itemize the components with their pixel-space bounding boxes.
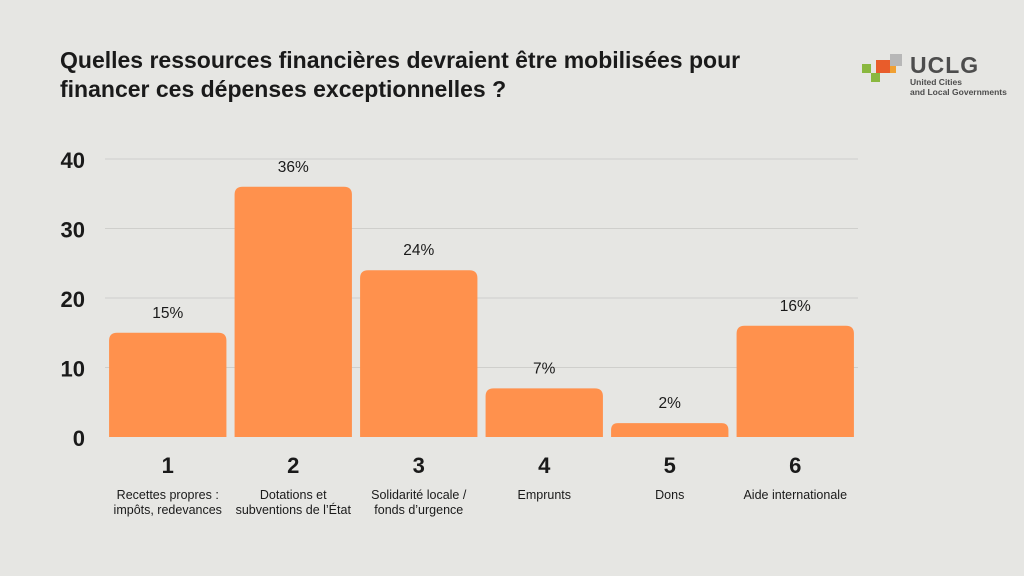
data-label-3: 24% xyxy=(403,242,434,259)
gridlines xyxy=(105,158,858,368)
uclg-logo-icon xyxy=(862,54,902,82)
category-description-5: Dons xyxy=(655,488,685,502)
uclg-logo: UCLG United Cities and Local Governments xyxy=(862,52,1012,100)
y-tick-label-2: 20 xyxy=(61,287,85,312)
category-description-3: Solidarité locale / fonds d’urgence xyxy=(371,488,467,517)
bar-4 xyxy=(485,388,603,437)
x-tick-label-4: 4 xyxy=(538,453,551,478)
data-label-6: 16% xyxy=(780,298,811,315)
bar-3 xyxy=(360,270,478,437)
x-tick-label-1: 1 xyxy=(162,453,174,478)
logo-tagline-line1: United Cities xyxy=(910,77,962,87)
bar-1 xyxy=(109,332,227,437)
logo-tagline: United Cities and Local Governments xyxy=(910,77,1020,97)
y-tick-label-4: 40 xyxy=(61,148,85,173)
x-tick-label-3: 3 xyxy=(413,453,425,478)
category-description-4: Emprunts xyxy=(517,488,572,502)
category-description-1: Recettes propres : impôts, redevances xyxy=(113,488,222,517)
category-description-6: Aide internationale xyxy=(743,488,848,502)
data-labels: 15% 36% 24% 7% 2% 16% xyxy=(152,159,811,412)
y-tick-label-1: 10 xyxy=(61,357,85,382)
x-axis: 1 2 3 4 5 6 xyxy=(162,453,802,478)
data-label-4: 7% xyxy=(533,360,556,377)
data-label-5: 2% xyxy=(659,395,682,412)
logo-tagline-line2: and Local Governments xyxy=(910,87,1007,97)
data-label-1: 15% xyxy=(152,305,183,322)
category-description-2: Dotations et subventions de l’État xyxy=(235,488,351,517)
x-tick-label-6: 6 xyxy=(789,453,801,478)
y-tick-label-0: 0 xyxy=(73,426,85,451)
data-label-2: 36% xyxy=(278,159,309,176)
y-axis: 0 10 20 30 40 xyxy=(61,148,85,451)
bar-2 xyxy=(234,186,352,437)
x-tick-label-5: 5 xyxy=(664,453,676,478)
bars xyxy=(109,186,854,437)
bar-5 xyxy=(611,423,729,437)
y-tick-label-3: 30 xyxy=(61,218,85,243)
x-tick-label-2: 2 xyxy=(287,453,299,478)
logo-wordmark: UCLG xyxy=(910,52,980,78)
chart-title: Quelles ressources financières devraient… xyxy=(60,47,741,102)
bar-6 xyxy=(736,325,854,437)
